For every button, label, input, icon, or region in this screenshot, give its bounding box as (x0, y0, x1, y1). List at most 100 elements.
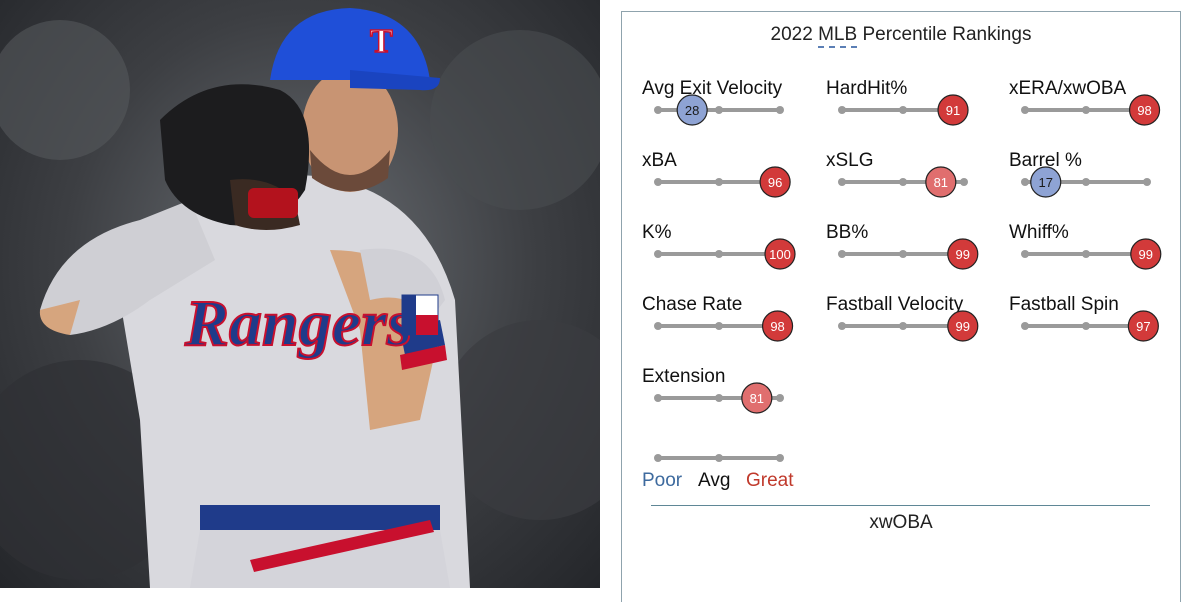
metric-xslg: xSLG 81 (826, 150, 986, 210)
metric-xera-xwoba: xERA/xwOBA 98 (1009, 78, 1169, 138)
percentile-bubble (1128, 94, 1161, 126)
percentile-value: 17 (1039, 175, 1053, 190)
track-dot-avg (715, 106, 723, 114)
player-photo: T Rangers (0, 0, 600, 588)
track-dot-great (1143, 178, 1151, 186)
track-dot-poor (654, 394, 662, 402)
metric-label: Fastball Velocity (826, 294, 964, 315)
metric-label: xERA/xwOBA (1009, 78, 1127, 99)
metric-label: Avg Exit Velocity (642, 78, 783, 99)
metric-label: xBA (642, 150, 677, 171)
track-dot-avg (899, 106, 907, 114)
percentile-slider: 81 (838, 166, 968, 198)
percentile-value: 81 (934, 175, 948, 190)
metric-xba: xBA 96 (642, 150, 802, 210)
legend-track (654, 454, 784, 462)
percentile-slider: 99 (1021, 238, 1162, 270)
metric-label: Fastball Spin (1009, 294, 1119, 315)
jersey-wordmark: Rangers (184, 287, 412, 360)
track-dot-avg (715, 394, 723, 402)
track-dot-great (776, 394, 784, 402)
percentile-value: 99 (956, 319, 970, 334)
percentile-slider: 28 (654, 94, 784, 126)
track-dot-avg (1082, 178, 1090, 186)
metric-label: Chase Rate (642, 294, 743, 315)
legend: Poor Avg Great (642, 448, 822, 508)
percentile-value: 96 (768, 175, 782, 190)
track-dot-avg (1082, 250, 1090, 258)
metric-bb: BB% 99 (826, 222, 986, 282)
percentile-bubble (937, 94, 969, 126)
track-dot-avg (715, 322, 723, 330)
track-dot-great (960, 178, 968, 186)
track-dot-poor (1021, 106, 1029, 114)
metric-label: K% (642, 222, 672, 243)
metric-fastball-spin: Fastball Spin 97 (1009, 294, 1169, 354)
track-dot-avg (715, 178, 723, 186)
percentile-value: 97 (1136, 319, 1150, 334)
track-dot-avg (715, 250, 723, 258)
footer-label: xwOBA (869, 512, 933, 533)
percentile-bubble (947, 310, 979, 342)
percentile-bubble (761, 310, 794, 342)
percentile-slider: 98 (1021, 94, 1161, 126)
percentile-bubble (741, 382, 773, 414)
percentile-value: 81 (750, 391, 764, 406)
percentile-slider: 81 (654, 382, 784, 414)
track-dot-avg (899, 178, 907, 186)
percentile-bubble (759, 166, 791, 198)
percentile-slider: 17 (1021, 166, 1151, 198)
track-dot-poor (654, 178, 662, 186)
metric-k: K% 100 (642, 222, 802, 282)
cap-letter: T (370, 23, 393, 60)
percentile-bubble (925, 166, 957, 198)
metric-label: xSLG (826, 150, 874, 171)
track-dot-poor (1021, 250, 1029, 258)
metric-barrel: Barrel % 17 (1009, 150, 1169, 210)
metric-extension: Extension 81 (642, 366, 802, 426)
track-dot-poor (654, 322, 662, 330)
track-dot-poor (838, 250, 846, 258)
percentile-value: 28 (685, 103, 699, 118)
percentile-value: 98 (770, 319, 784, 334)
percentile-slider: 98 (654, 310, 794, 342)
metric-fastball-velocity: Fastball Velocity 99 (826, 294, 986, 354)
track-dot-avg (1082, 322, 1090, 330)
percentile-bubble (1127, 310, 1159, 342)
metric-label: Extension (642, 366, 726, 387)
metric-label: Barrel % (1009, 150, 1082, 171)
player-illustration: T Rangers (0, 8, 600, 588)
track-dot-poor (838, 322, 846, 330)
track-dot-avg (1082, 106, 1090, 114)
metric-label: BB% (826, 222, 869, 243)
metric-label: Whiff% (1009, 222, 1069, 243)
track-dot-great (776, 106, 784, 114)
track-dot-poor (838, 106, 846, 114)
percentile-bubble (1130, 238, 1162, 270)
chart-title: 2022 MLB Percentile Rankings (622, 24, 1180, 48)
metric-avg-exit-velocity: Avg Exit Velocity 28 (642, 78, 802, 138)
legend-great: Great (746, 470, 794, 491)
percentile-bubble (947, 238, 979, 270)
track-dot-avg (899, 250, 907, 258)
percentile-slider: 96 (654, 166, 791, 198)
percentile-bubble (676, 94, 708, 126)
track-dot-poor (654, 250, 662, 258)
metric-label: HardHit% (826, 78, 908, 99)
metric-hardhit: HardHit% 91 (826, 78, 986, 138)
track-dot-poor (1021, 322, 1029, 330)
percentile-value: 99 (956, 247, 970, 262)
percentile-bubble (1030, 166, 1062, 198)
percentile-slider: 99 (838, 238, 979, 270)
track-dot-poor (838, 178, 846, 186)
percentile-bubble (764, 238, 796, 270)
percentile-value: 91 (946, 103, 960, 118)
track-dot-avg (899, 322, 907, 330)
percentile-value: 100 (769, 247, 791, 262)
mlb-abbr: MLB (818, 24, 858, 48)
percentile-card: 2022 MLB Percentile Rankings Avg Exit Ve… (621, 11, 1181, 602)
legend-poor: Poor (642, 470, 683, 491)
legend-avg: Avg (698, 470, 731, 491)
track-dot-poor (654, 106, 662, 114)
